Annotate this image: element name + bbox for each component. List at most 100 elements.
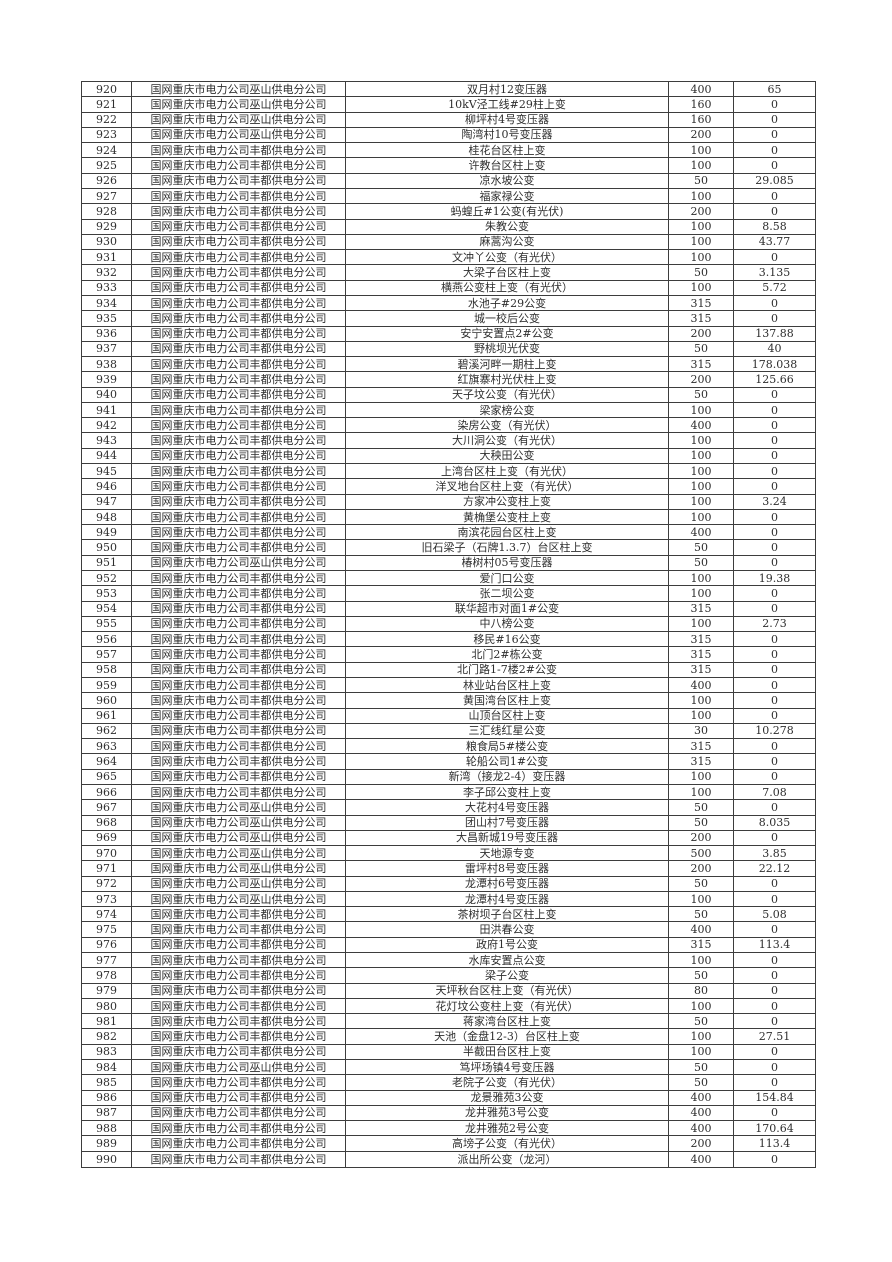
table-row: 969 国网重庆市电力公司巫山供电分公司 大昌新城19号变压器 200 0 <box>81 829 816 847</box>
company-cell: 国网重庆市电力公司巫山供电分公司 <box>131 890 346 908</box>
capacity-cell: 315 <box>668 738 734 755</box>
row-number-cell: 963 <box>81 738 132 755</box>
company-cell: 国网重庆市电力公司丰都供电分公司 <box>131 585 346 602</box>
station-name-cell: 大昌新城19号变压器 <box>345 829 669 847</box>
table-row: 983 国网重庆市电力公司丰都供电分公司 半截田台区柱上变 100 0 <box>81 1043 816 1061</box>
capacity-cell: 50 <box>668 1074 734 1091</box>
station-name-cell: 红旗寨村光伏柱上变 <box>345 371 669 388</box>
power-stations-table: 920 国网重庆市电力公司巫山供电分公司 双月村12变压器 400 65 921 国网重庆市… <box>81 80 816 1169</box>
table-row: 971 国网重庆市电力公司巫山供电分公司 雷坪村8号变压器 200 22.12 <box>81 860 816 877</box>
company-cell: 国网重庆市电力公司丰都供电分公司 <box>131 631 346 648</box>
row-number-cell: 974 <box>81 906 132 923</box>
row-number-cell: 923 <box>81 126 132 144</box>
capacity-cell: 100 <box>668 279 734 296</box>
capacity-cell: 80 <box>668 982 734 999</box>
company-cell: 国网重庆市电力公司丰都供电分公司 <box>131 524 346 541</box>
row-number-cell: 949 <box>81 524 132 541</box>
station-name-cell: 张二坝公变 <box>345 585 669 602</box>
company-cell: 国网重庆市电力公司丰都供电分公司 <box>131 478 346 495</box>
value-cell: 7.08 <box>733 783 816 801</box>
station-name-cell: 旧石梁子（石牌1.3.7）台区柱上变 <box>345 539 669 556</box>
capacity-cell: 200 <box>668 1135 734 1152</box>
station-name-cell: 蒋家湾台区柱上变 <box>345 1013 669 1030</box>
company-cell: 国网重庆市电力公司丰都供电分公司 <box>131 1135 346 1152</box>
value-cell: 0 <box>733 554 816 572</box>
table-row: 940 国网重庆市电力公司丰都供电分公司 天子坟公变（有光伏） 50 0 <box>81 386 816 403</box>
table-row: 973 国网重庆市电力公司巫山供电分公司 龙潭村4号变压器 100 0 <box>81 890 816 908</box>
station-name-cell: 移民#16公变 <box>345 631 669 648</box>
row-number-cell: 959 <box>81 676 132 694</box>
station-name-cell: 安宁安置点2#公变 <box>345 325 669 342</box>
company-cell: 国网重庆市电力公司丰都供电分公司 <box>131 1013 346 1030</box>
value-cell: 0 <box>733 1013 816 1030</box>
table-row: 988 国网重庆市电力公司丰都供电分公司 龙井雅苑2号公变 400 170.64 <box>81 1120 816 1137</box>
station-name-cell: 北门2#栋公变 <box>345 646 669 663</box>
table-row: 968 国网重庆市电力公司巫山供电分公司 团山村7号变压器 50 8.035 <box>81 814 816 831</box>
capacity-cell: 315 <box>668 631 734 648</box>
table-row: 956 国网重庆市电力公司丰都供电分公司 移民#16公变 315 0 <box>81 631 816 648</box>
company-cell: 国网重庆市电力公司丰都供电分公司 <box>131 738 346 755</box>
value-cell: 0 <box>733 447 816 465</box>
value-cell: 0 <box>733 310 816 327</box>
company-cell: 国网重庆市电力公司丰都供电分公司 <box>131 1043 346 1061</box>
table-row: 953 国网重庆市电力公司丰都供电分公司 张二坝公变 100 0 <box>81 585 816 602</box>
table-row: 948 国网重庆市电力公司丰都供电分公司 黄桷堡公变柱上变 100 0 <box>81 508 816 526</box>
capacity-cell: 400 <box>668 921 734 938</box>
table-row: 964 国网重庆市电力公司丰都供电分公司 轮船公司1#公变 315 0 <box>81 753 816 770</box>
value-cell: 0 <box>733 631 816 648</box>
capacity-cell: 160 <box>668 96 734 113</box>
company-cell: 国网重庆市电力公司丰都供电分公司 <box>131 401 346 419</box>
capacity-cell: 50 <box>668 1013 734 1030</box>
row-number-cell: 931 <box>81 249 132 266</box>
value-cell: 22.12 <box>733 860 816 877</box>
station-name-cell: 政府1号公变 <box>345 936 669 954</box>
station-name-cell: 水库安置点公变 <box>345 952 669 969</box>
station-name-cell: 南滨花园台区柱上变 <box>345 524 669 541</box>
company-cell: 国网重庆市电力公司丰都供电分公司 <box>131 768 346 785</box>
station-name-cell: 粮食局5#楼公变 <box>345 738 669 755</box>
capacity-cell: 50 <box>668 539 734 556</box>
row-number-cell: 929 <box>81 218 132 235</box>
value-cell: 40 <box>733 340 816 358</box>
table-row: 975 国网重庆市电力公司丰都供电分公司 田洪春公变 400 0 <box>81 921 816 938</box>
table-row: 963 国网重庆市电力公司丰都供电分公司 粮食局5#楼公变 315 0 <box>81 738 816 755</box>
row-number-cell: 951 <box>81 554 132 572</box>
value-cell: 8.035 <box>733 814 816 831</box>
value-cell: 0 <box>733 890 816 908</box>
station-name-cell: 轮船公司1#公变 <box>345 753 669 770</box>
table-row: 967 国网重庆市电力公司巫山供电分公司 大花村4号变压器 50 0 <box>81 799 816 816</box>
value-cell: 43.77 <box>733 233 816 251</box>
row-number-cell: 946 <box>81 478 132 495</box>
company-cell: 国网重庆市电力公司丰都供电分公司 <box>131 997 346 1015</box>
row-number-cell: 925 <box>81 157 132 174</box>
value-cell: 0 <box>733 508 816 526</box>
row-number-cell: 960 <box>81 692 132 709</box>
company-cell: 国网重庆市电力公司丰都供电分公司 <box>131 493 346 510</box>
station-name-cell: 椿树村05号变压器 <box>345 554 669 572</box>
value-cell: 0 <box>733 799 816 816</box>
capacity-cell: 200 <box>668 860 734 877</box>
table-row: 980 国网重庆市电力公司丰都供电分公司 花灯坟公变柱上变（有光伏） 100 0 <box>81 997 816 1015</box>
row-number-cell: 968 <box>81 814 132 831</box>
table-row: 935 国网重庆市电力公司丰都供电分公司 城一校后公变 315 0 <box>81 310 816 327</box>
company-cell: 国网重庆市电力公司丰都供电分公司 <box>131 982 346 999</box>
company-cell: 国网重庆市电力公司丰都供电分公司 <box>131 172 346 189</box>
table-row: 970 国网重庆市电力公司巫山供电分公司 天地源专变 500 3.85 <box>81 845 816 862</box>
row-number-cell: 930 <box>81 233 132 251</box>
value-cell: 29.085 <box>733 172 816 189</box>
company-cell: 国网重庆市电力公司巫山供电分公司 <box>131 845 346 862</box>
station-name-cell: 大梁子台区柱上变 <box>345 264 669 281</box>
value-cell: 0 <box>733 997 816 1015</box>
table-row: 933 国网重庆市电力公司丰都供电分公司 横燕公变柱上变（有光伏） 100 5.72 <box>81 279 816 296</box>
table-row: 959 国网重庆市电力公司丰都供电分公司 林业站台区柱上变 400 0 <box>81 676 816 694</box>
company-cell: 国网重庆市电力公司丰都供电分公司 <box>131 371 346 388</box>
station-name-cell: 黄桷堡公变柱上变 <box>345 508 669 526</box>
station-name-cell: 朱教公变 <box>345 218 669 235</box>
row-number-cell: 938 <box>81 356 132 373</box>
company-cell: 国网重庆市电力公司丰都供电分公司 <box>131 615 346 633</box>
capacity-cell: 315 <box>668 356 734 373</box>
station-name-cell: 文冲丫公变（有光伏） <box>345 249 669 266</box>
table-row: 949 国网重庆市电力公司丰都供电分公司 南滨花园台区柱上变 400 0 <box>81 524 816 541</box>
table-row: 922 国网重庆市电力公司巫山供电分公司 柳坪村4号变压器 160 0 <box>81 111 816 128</box>
value-cell: 0 <box>733 111 816 128</box>
